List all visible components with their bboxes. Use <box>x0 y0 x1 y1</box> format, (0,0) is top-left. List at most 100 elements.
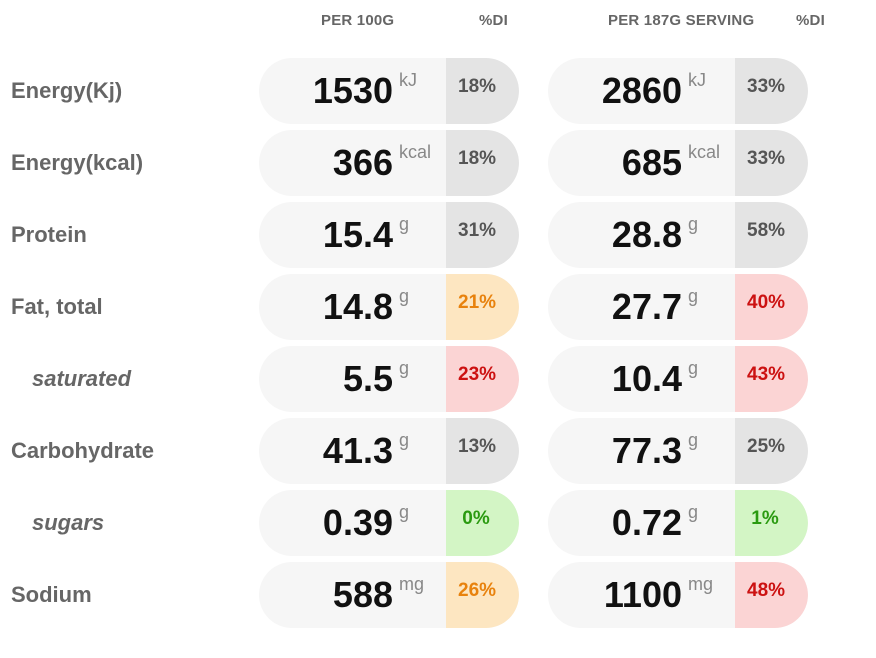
nutrient-value: 14.8 <box>322 286 393 327</box>
daily-intake-percent: 18% <box>458 148 497 169</box>
daily-intake-badge: 43% <box>735 346 808 412</box>
per-serving-cell: 1100 mg 48% <box>548 562 808 628</box>
daily-intake-percent: 33% <box>747 76 786 97</box>
daily-intake-badge: 18% <box>446 58 519 124</box>
daily-intake-badge: 0% <box>446 490 519 556</box>
nutrient-unit: g <box>399 502 410 522</box>
nutrient-value: 685 <box>621 142 682 183</box>
daily-intake-percent: 18% <box>458 76 497 97</box>
nutrient-label: Sodium <box>11 582 92 607</box>
nutrient-label: Carbohydrate <box>11 438 155 463</box>
nutrient-value: 41.3 <box>322 430 393 471</box>
nutrient-row: Sodium 588 mg 26% 1100 mg 48% <box>0 562 876 628</box>
daily-intake-badge: 21% <box>446 274 519 340</box>
daily-intake-badge: 1% <box>735 490 808 556</box>
nutrient-row: Energy(kcal) 366 kcal 18% 685 kcal 33% <box>0 130 876 196</box>
daily-intake-percent: 58% <box>747 220 786 241</box>
daily-intake-percent: 31% <box>458 220 497 241</box>
nutrient-unit: g <box>688 358 699 378</box>
header-di-100g: %DI <box>479 12 508 29</box>
nutrient-unit: g <box>399 358 410 378</box>
daily-intake-percent: 13% <box>458 436 497 457</box>
daily-intake-badge: 40% <box>735 274 808 340</box>
daily-intake-badge: 23% <box>446 346 519 412</box>
nutrient-unit: mg <box>688 574 714 594</box>
daily-intake-percent: 26% <box>458 580 497 601</box>
nutrient-value: 588 <box>332 574 393 615</box>
nutrient-row: Fat, total 14.8 g 21% 27.7 g 40% <box>0 274 876 340</box>
nutrient-value: 5.5 <box>342 358 393 399</box>
per-100g-cell: 1530 kJ 18% <box>259 58 519 124</box>
daily-intake-percent: 25% <box>747 436 786 457</box>
nutrient-unit: g <box>688 430 699 450</box>
nutrient-unit: g <box>399 286 410 306</box>
nutrient-label: sugars <box>32 510 105 535</box>
per-serving-cell: 28.8 g 58% <box>548 202 808 268</box>
nutrient-label: saturated <box>32 366 132 391</box>
nutrient-value: 1530 <box>312 70 393 111</box>
per-100g-cell: 588 mg 26% <box>259 562 519 628</box>
daily-intake-badge: 48% <box>735 562 808 628</box>
nutrient-row: Energy(Kj) 1530 kJ 18% 2860 kJ 33% <box>0 58 876 124</box>
nutrient-row: sugars 0.39 g 0% 0.72 g 1% <box>0 490 876 556</box>
daily-intake-badge: 26% <box>446 562 519 628</box>
nutrient-row: saturated 5.5 g 23% 10.4 g 43% <box>0 346 876 412</box>
nutrient-label: Protein <box>11 222 87 247</box>
nutrient-value: 0.39 <box>322 502 393 543</box>
nutrient-value: 27.7 <box>611 286 682 327</box>
nutrient-value: 2860 <box>601 70 682 111</box>
daily-intake-percent: 33% <box>747 148 786 169</box>
per-serving-cell: 0.72 g 1% <box>548 490 808 556</box>
daily-intake-badge: 25% <box>735 418 808 484</box>
nutrient-unit: g <box>688 286 699 306</box>
nutrient-unit: g <box>688 214 699 234</box>
header-di-serving: %DI <box>796 12 825 29</box>
nutrient-value: 366 <box>332 142 393 183</box>
per-serving-cell: 77.3 g 25% <box>548 418 808 484</box>
per-100g-cell: 14.8 g 21% <box>259 274 519 340</box>
per-100g-cell: 15.4 g 31% <box>259 202 519 268</box>
nutrient-value: 1100 <box>603 574 682 615</box>
daily-intake-percent: 48% <box>747 580 786 601</box>
per-serving-cell: 10.4 g 43% <box>548 346 808 412</box>
daily-intake-percent: 0% <box>462 508 490 529</box>
nutrient-unit: kJ <box>399 70 417 90</box>
per-100g-cell: 5.5 g 23% <box>259 346 519 412</box>
header-per-serving: PER 187G SERVING <box>608 12 755 29</box>
nutrient-value: 10.4 <box>611 358 682 399</box>
header-per-100g: PER 100G <box>321 12 395 29</box>
nutrient-row: Protein 15.4 g 31% 28.8 g 58% <box>0 202 876 268</box>
per-100g-cell: 41.3 g 13% <box>259 418 519 484</box>
daily-intake-percent: 21% <box>458 292 497 313</box>
nutrient-unit: g <box>399 430 410 450</box>
daily-intake-percent: 23% <box>458 364 497 385</box>
nutrient-row: Carbohydrate 41.3 g 13% 77.3 g 25% <box>0 418 876 484</box>
nutrient-unit: g <box>688 502 699 522</box>
per-serving-cell: 27.7 g 40% <box>548 274 808 340</box>
nutrient-label: Energy(Kj) <box>11 78 123 103</box>
per-serving-cell: 685 kcal 33% <box>548 130 808 196</box>
daily-intake-badge: 31% <box>446 202 519 268</box>
daily-intake-badge: 58% <box>735 202 808 268</box>
nutrient-unit: kJ <box>688 70 706 90</box>
daily-intake-percent: 43% <box>747 364 786 385</box>
per-serving-cell: 2860 kJ 33% <box>548 58 808 124</box>
nutrient-label: Energy(kcal) <box>11 150 144 175</box>
daily-intake-percent: 1% <box>751 508 779 529</box>
daily-intake-badge: 18% <box>446 130 519 196</box>
nutrient-label: Fat, total <box>11 294 103 319</box>
nutrient-value: 0.72 <box>611 502 682 543</box>
nutrient-unit: g <box>399 214 410 234</box>
daily-intake-badge: 33% <box>735 130 808 196</box>
nutrient-unit: kcal <box>399 142 432 162</box>
nutrient-value: 77.3 <box>611 430 682 471</box>
nutrient-unit: mg <box>399 574 425 594</box>
nutrient-value: 28.8 <box>611 214 682 255</box>
daily-intake-percent: 40% <box>747 292 786 313</box>
nutrient-unit: kcal <box>688 142 721 162</box>
daily-intake-badge: 13% <box>446 418 519 484</box>
daily-intake-badge: 33% <box>735 58 808 124</box>
per-100g-cell: 0.39 g 0% <box>259 490 519 556</box>
nutrient-value: 15.4 <box>322 214 393 255</box>
per-100g-cell: 366 kcal 18% <box>259 130 519 196</box>
